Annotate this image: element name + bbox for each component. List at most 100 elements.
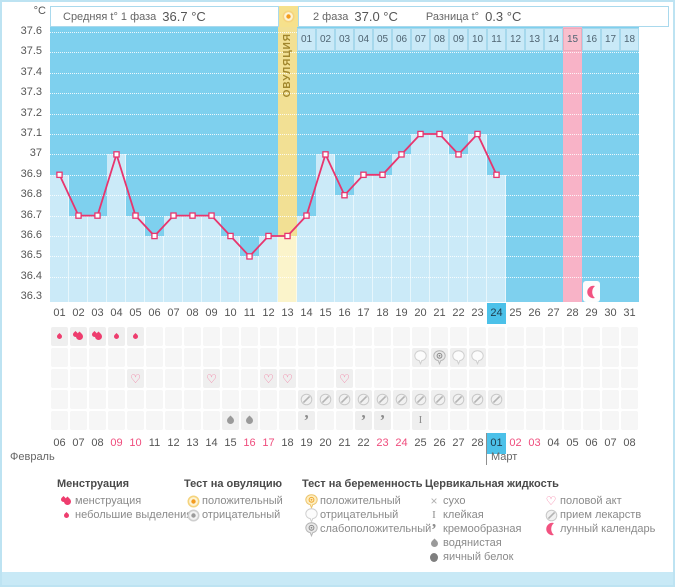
date-cell[interactable]: 09 — [110, 437, 123, 449]
gridline — [50, 93, 639, 95]
cycle-day-cell[interactable]: 15 — [319, 307, 332, 319]
moon-icon — [542, 522, 560, 536]
cycle-day-cell[interactable]: 01 — [53, 307, 66, 319]
medication-pill-icon — [450, 390, 467, 409]
date-cell[interactable]: 22 — [357, 437, 370, 449]
cycle-day-cell[interactable]: 04 — [110, 307, 123, 319]
date-cell[interactable]: 21 — [338, 437, 351, 449]
gridline — [50, 236, 639, 237]
intercourse-cell — [298, 369, 315, 388]
legend-column: Тест на овуляцию положительный отрицательн… — [184, 478, 283, 522]
cycle-day-cell[interactable]: 03 — [91, 307, 104, 319]
cycle-day-cell[interactable]: 21 — [433, 307, 446, 319]
date-cell[interactable]: 17 — [262, 437, 275, 449]
date-cell[interactable]: 06 — [585, 437, 598, 449]
medication-pill-icon — [412, 390, 429, 409]
cycle-day-cell[interactable]: 06 — [148, 307, 161, 319]
intercourse-cell — [241, 369, 258, 388]
cycle-day-cell[interactable]: 30 — [604, 307, 617, 319]
cycle-day-cell[interactable]: 07 — [167, 307, 180, 319]
cycle-day-cell[interactable]: 11 — [243, 307, 256, 319]
date-cell[interactable]: 03 — [528, 437, 541, 449]
intercourse-heart-icon: ♡ — [260, 369, 277, 388]
cycle-day-cell[interactable]: 22 — [452, 307, 465, 319]
pregnancy-test-cell — [393, 348, 410, 367]
medication-cell — [222, 390, 239, 409]
medication-cell — [279, 390, 296, 409]
cervical-fluid-cell — [89, 411, 106, 430]
day-column — [278, 27, 297, 302]
date-cell[interactable]: 05 — [566, 437, 579, 449]
day-column — [107, 27, 126, 302]
date-cell[interactable]: 26 — [433, 437, 446, 449]
cycle-day-cell[interactable]: 31 — [623, 307, 636, 319]
date-cell[interactable]: 08 — [91, 437, 104, 449]
date-cell[interactable]: 10 — [129, 437, 142, 449]
intercourse-cell — [602, 369, 619, 388]
pregnancy-test-cell — [602, 348, 619, 367]
day-column-fill — [335, 195, 354, 302]
day-column-fill — [145, 236, 164, 302]
cycle-day-cell[interactable]: 10 — [224, 307, 237, 319]
cervical-fluid-cell — [317, 411, 334, 430]
medication-cell — [564, 390, 581, 409]
menstruation-cell — [165, 327, 182, 346]
cycle-day-cell[interactable]: 08 — [186, 307, 199, 319]
date-cell[interactable]: 14 — [205, 437, 218, 449]
cycle-day-cell[interactable]: 16 — [338, 307, 351, 319]
intercourse-cell — [469, 369, 486, 388]
day-column-fill — [240, 256, 259, 302]
medication-cell — [108, 390, 125, 409]
pregnancy-test-cell — [621, 348, 638, 367]
date-cell[interactable]: 11 — [148, 437, 161, 449]
cycle-day-cell[interactable]: 29 — [585, 307, 598, 319]
date-cell[interactable]: 02 — [509, 437, 522, 449]
date-cell[interactable]: 07 — [72, 437, 85, 449]
medication-pill-icon — [469, 390, 486, 409]
preg-negative-icon — [302, 507, 320, 523]
cycle-day-cell[interactable]: 28 — [566, 307, 579, 319]
cycle-day-cell[interactable]: 02 — [72, 307, 85, 319]
date-cell[interactable]: 08 — [623, 437, 636, 449]
cycle-day-cell[interactable]: 17 — [357, 307, 370, 319]
cycle-day-cell[interactable]: 09 — [205, 307, 218, 319]
medication-cell — [526, 390, 543, 409]
menstruation-cell — [146, 327, 163, 346]
cycle-day-cell[interactable]: 25 — [509, 307, 522, 319]
date-cell[interactable]: 18 — [281, 437, 294, 449]
intercourse-heart-icon: ♡ — [203, 369, 220, 388]
menstruation-cell — [469, 327, 486, 346]
gridline — [50, 256, 639, 258]
medication-cell — [89, 390, 106, 409]
date-cell[interactable]: 25 — [414, 437, 427, 449]
date-cell[interactable]: 01 — [487, 433, 506, 454]
cycle-day-cell[interactable]: 13 — [281, 307, 294, 319]
medication-cell — [583, 390, 600, 409]
cycle-day-cell[interactable]: 20 — [414, 307, 427, 319]
date-cell[interactable]: 06 — [53, 437, 66, 449]
date-cell[interactable]: 24 — [395, 437, 408, 449]
date-cell[interactable]: 27 — [452, 437, 465, 449]
date-cell[interactable]: 04 — [547, 437, 560, 449]
date-cell[interactable]: 28 — [471, 437, 484, 449]
intercourse-cell — [393, 369, 410, 388]
date-cell[interactable]: 19 — [300, 437, 313, 449]
date-cell[interactable]: 07 — [604, 437, 617, 449]
date-cell[interactable]: 12 — [167, 437, 180, 449]
cycle-day-cell[interactable]: 14 — [300, 307, 313, 319]
cycle-day-cell[interactable]: 18 — [376, 307, 389, 319]
date-cell[interactable]: 20 — [319, 437, 332, 449]
cycle-day-cell[interactable]: 12 — [262, 307, 275, 319]
date-cell[interactable]: 15 — [224, 437, 237, 449]
cycle-day-cell[interactable]: 05 — [129, 307, 142, 319]
temperature-line — [50, 27, 639, 307]
date-cell[interactable]: 13 — [186, 437, 199, 449]
cycle-day-cell[interactable]: 24 — [487, 303, 506, 324]
legend-column: ♡ половой акт прием лекарств лунный календа… — [542, 478, 655, 536]
date-cell[interactable]: 16 — [243, 437, 256, 449]
cycle-day-cell[interactable]: 19 — [395, 307, 408, 319]
cycle-day-cell[interactable]: 23 — [471, 307, 484, 319]
date-cell[interactable]: 23 — [376, 437, 389, 449]
cycle-day-cell[interactable]: 26 — [528, 307, 541, 319]
cycle-day-cell[interactable]: 27 — [547, 307, 560, 319]
